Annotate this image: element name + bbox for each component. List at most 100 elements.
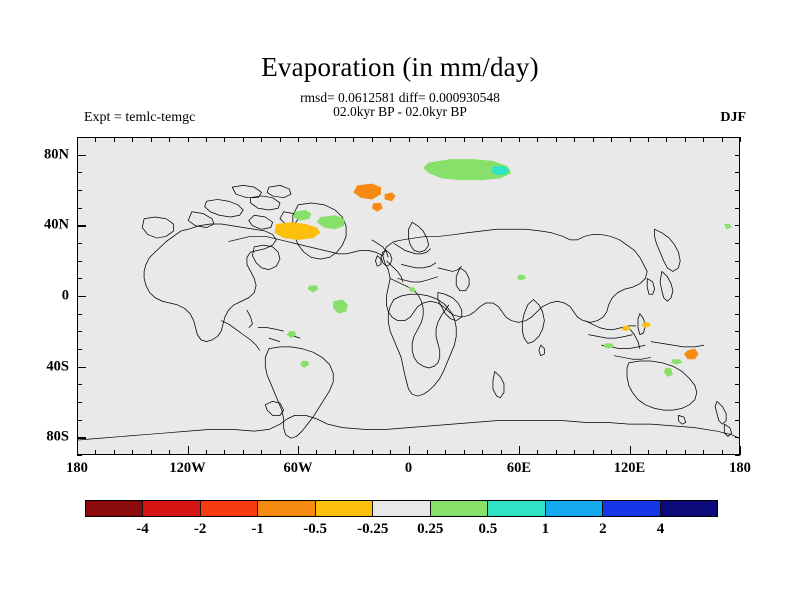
x-minor-tick xyxy=(261,137,263,142)
y-major-tick xyxy=(77,154,86,156)
x-minor-tick xyxy=(647,450,649,455)
y-minor-tick xyxy=(735,154,740,156)
y-minor-tick xyxy=(77,243,82,244)
colorbar-tick-label: 4 xyxy=(656,521,665,537)
y-axis-label: 40S xyxy=(46,358,69,375)
colorbar-segment[interactable] xyxy=(86,501,144,516)
colorbar-tick-label: 0.5 xyxy=(478,521,498,537)
x-minor-tick xyxy=(684,450,686,455)
colorbar-segment[interactable] xyxy=(660,501,717,516)
colorbar-segment[interactable] xyxy=(603,501,661,516)
x-minor-tick xyxy=(592,137,594,142)
x-axis-label: 0 xyxy=(404,460,413,476)
x-minor-tick xyxy=(371,137,373,142)
x-minor-tick xyxy=(95,137,97,142)
y-minor-tick xyxy=(77,260,82,262)
x-axis-label: 120W xyxy=(169,460,206,476)
x-minor-tick xyxy=(426,137,428,142)
x-minor-tick xyxy=(224,137,226,142)
y-minor-tick xyxy=(77,455,82,456)
x-minor-tick xyxy=(132,137,134,142)
colorbar-segment[interactable] xyxy=(430,501,489,516)
x-axis-label: 180 xyxy=(66,460,88,476)
colorbar-tick-label: -0.5 xyxy=(303,521,328,537)
x-major-tick xyxy=(298,446,300,455)
coastlines xyxy=(78,185,739,441)
y-minor-tick xyxy=(735,278,740,280)
y-minor-tick xyxy=(735,190,740,191)
x-minor-tick xyxy=(132,450,134,455)
x-minor-tick xyxy=(666,137,668,142)
x-minor-tick xyxy=(390,450,392,455)
y-minor-tick xyxy=(77,137,82,138)
x-minor-tick xyxy=(187,137,189,142)
y-axis-label: 80S xyxy=(46,428,69,445)
x-minor-tick xyxy=(316,137,318,142)
y-minor-tick xyxy=(77,313,82,315)
x-minor-tick xyxy=(334,450,336,455)
y-minor-tick xyxy=(735,260,740,262)
y-minor-tick xyxy=(77,190,82,191)
x-minor-tick xyxy=(592,450,594,455)
y-minor-tick xyxy=(77,384,82,386)
y-minor-tick xyxy=(735,207,740,209)
x-minor-tick xyxy=(150,450,152,455)
x-minor-tick xyxy=(537,137,539,142)
x-minor-tick xyxy=(353,137,355,142)
y-major-tick xyxy=(77,366,86,368)
y-axis-label: 0 xyxy=(61,287,69,304)
colorbar-segment[interactable] xyxy=(258,501,316,516)
y-major-tick xyxy=(77,296,86,298)
x-minor-tick xyxy=(95,450,97,455)
y-minor-tick xyxy=(735,243,740,244)
colorbar-segment[interactable] xyxy=(488,501,546,516)
x-minor-tick xyxy=(703,450,705,455)
x-minor-tick xyxy=(169,137,171,142)
colorbar-tick-label: -1 xyxy=(251,521,264,537)
colorbar-tick-label: -0.25 xyxy=(357,521,389,537)
x-minor-tick xyxy=(279,137,281,142)
x-minor-tick xyxy=(721,137,723,142)
x-minor-tick xyxy=(629,137,631,142)
x-axis-label: 120E xyxy=(613,460,646,476)
subtitle-statistics: rmsd= 0.0612581 diff= 0.000930548 xyxy=(300,90,500,105)
colorbar[interactable] xyxy=(85,500,718,517)
x-minor-tick xyxy=(316,450,318,455)
x-minor-tick xyxy=(555,450,557,455)
x-minor-tick xyxy=(555,137,557,142)
y-minor-tick xyxy=(735,419,740,421)
y-minor-tick xyxy=(77,419,82,421)
colorbar-segment[interactable] xyxy=(315,501,374,516)
y-axis-label: 80N xyxy=(44,146,69,163)
x-major-tick xyxy=(740,446,742,455)
x-minor-tick xyxy=(445,450,447,455)
y-minor-tick xyxy=(77,331,82,333)
page-title: Evaporation (in mm/day) xyxy=(261,52,539,82)
x-minor-tick xyxy=(574,137,576,142)
x-minor-tick xyxy=(519,137,520,142)
x-minor-tick xyxy=(500,450,502,455)
x-minor-tick xyxy=(666,450,668,455)
x-minor-tick xyxy=(684,137,686,142)
x-minor-tick xyxy=(482,450,484,455)
y-minor-tick xyxy=(735,296,740,297)
experiment-label: Expt = temlc-temgc xyxy=(84,110,196,125)
colorbar-segment[interactable] xyxy=(200,501,259,516)
x-minor-tick xyxy=(740,137,741,142)
y-minor-tick xyxy=(77,349,82,350)
x-major-tick xyxy=(629,446,631,455)
colorbar-segment[interactable] xyxy=(373,501,431,516)
x-minor-tick xyxy=(463,450,465,455)
y-minor-tick xyxy=(735,331,740,333)
x-minor-tick xyxy=(224,450,226,455)
colorbar-segment[interactable] xyxy=(143,501,201,516)
x-minor-tick xyxy=(205,450,207,455)
anomaly-patches xyxy=(274,159,732,377)
y-minor-tick xyxy=(735,172,740,174)
x-minor-tick xyxy=(242,450,244,455)
y-minor-tick xyxy=(735,349,740,350)
world-map xyxy=(78,159,739,441)
colorbar-segment[interactable] xyxy=(545,501,604,516)
x-minor-tick xyxy=(169,450,171,455)
